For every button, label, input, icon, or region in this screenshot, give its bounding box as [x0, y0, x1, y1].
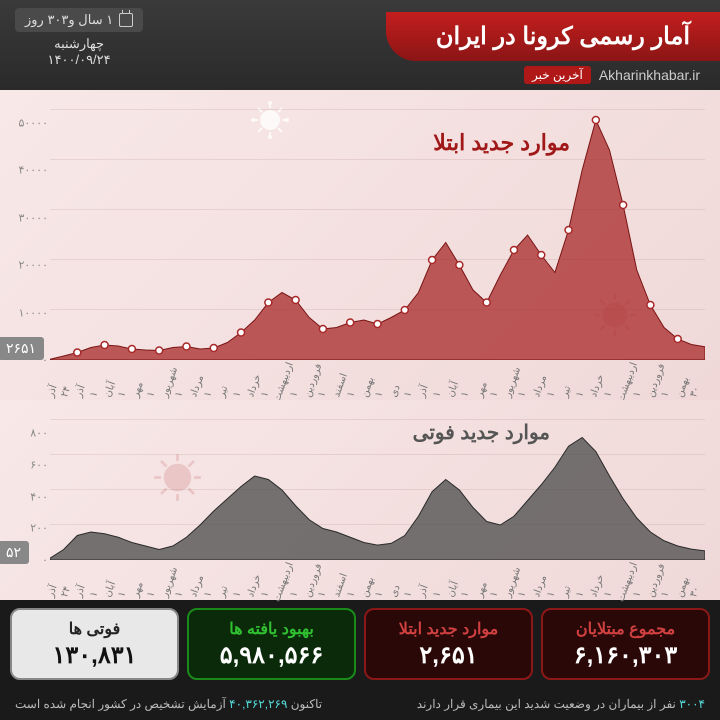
stat-label: مجموع مبتلایان: [576, 619, 675, 639]
page-title: آمار رسمی کرونا در ایران: [386, 12, 720, 61]
tests-text: تاکنون ۴۰,۳۶۲,۲۶۹ آزمایش تشخیص در کشور ا…: [15, 697, 322, 711]
x-axis: ۳۰بهمن۱فروردین۱اردیبهشت۱خرداد۱تیر۱مرداد۱…: [50, 562, 705, 598]
stat-label: موارد جدید ابتلا: [399, 619, 498, 639]
deaths-plot: [50, 420, 705, 560]
stat-total: مجموع مبتلایان۶,۱۶۰,۳۰۳: [541, 608, 710, 680]
stat-deaths: فوتی ها۱۳۰,۸۳۱: [10, 608, 179, 680]
date-box: ۱ سال و۳۰۳ روز چهارشنبه ۱۴۰۰/۰۹/۲۴: [15, 8, 143, 68]
tests-suffix: آزمایش تشخیص در کشور انجام شده است: [15, 697, 229, 711]
tests-count: ۴۰,۳۶۲,۲۶۹: [229, 697, 287, 711]
deaths-chart: موارد جدید فوتی ۰۲۰۰۴۰۰۶۰۰۸۰۰ ۳۰بهمن۱فرو…: [0, 400, 720, 600]
days-text: ۱ سال و۳۰۳ روز: [25, 12, 113, 28]
date: ۱۴۰۰/۰۹/۲۴: [15, 52, 143, 68]
deaths-end-badge: ۵۲: [0, 541, 29, 564]
stat-value: ۶,۱۶۰,۳۰۳: [574, 641, 678, 670]
cases-end-badge: ۲۶۵۱: [0, 337, 44, 360]
stat-value: ۲,۶۵۱: [419, 641, 477, 670]
x-axis: ۳۰بهمن۱فروردین۱اردیبهشت۱خرداد۱تیر۱مرداد۱…: [50, 362, 705, 398]
tests-prefix: تاکنون: [287, 697, 322, 711]
calendar-icon: [119, 13, 133, 27]
days-elapsed: ۱ سال و۳۰۳ روز: [15, 8, 143, 32]
cases-plot: [50, 110, 705, 360]
cases-chart: موارد جدید ابتلا ۰۱۰۰۰۰۲۰۰۰۰۳۰۰۰۰۴۰۰۰۰۵۰…: [0, 90, 720, 400]
source-logo: آخرین خبر: [524, 66, 591, 84]
stat-label: فوتی ها: [69, 619, 120, 639]
y-axis: ۰۲۰۰۴۰۰۶۰۰۸۰۰: [10, 420, 48, 560]
footer: ۳۰۰۴ نفر از بیماران در وضعیت شدید این بی…: [0, 688, 720, 720]
stat-label: بهبود یافته ها: [229, 619, 314, 639]
source: Akharinkhabar.ir آخرین خبر: [524, 66, 700, 84]
y-axis: ۰۱۰۰۰۰۲۰۰۰۰۳۰۰۰۰۴۰۰۰۰۵۰۰۰۰: [10, 110, 48, 360]
severe-suffix: نفر از بیماران در وضعیت شدید این بیماری …: [417, 697, 679, 711]
weekday: چهارشنبه: [15, 36, 143, 52]
stats-row: مجموع مبتلایان۶,۱۶۰,۳۰۳موارد جدید ابتلا۲…: [0, 600, 720, 688]
stat-value: ۱۳۰,۸۳۱: [53, 641, 137, 670]
header: ۱ سال و۳۰۳ روز چهارشنبه ۱۴۰۰/۰۹/۲۴ آمار …: [0, 0, 720, 90]
stat-new: موارد جدید ابتلا۲,۶۵۱: [364, 608, 533, 680]
severe-count: ۳۰۰۴: [679, 697, 705, 711]
stat-recovered: بهبود یافته ها۵,۹۸۰,۵۶۶: [187, 608, 356, 680]
source-url: Akharinkhabar.ir: [599, 67, 700, 83]
severe-text: ۳۰۰۴ نفر از بیماران در وضعیت شدید این بی…: [417, 697, 705, 711]
stat-value: ۵,۹۸۰,۵۶۶: [220, 641, 324, 670]
